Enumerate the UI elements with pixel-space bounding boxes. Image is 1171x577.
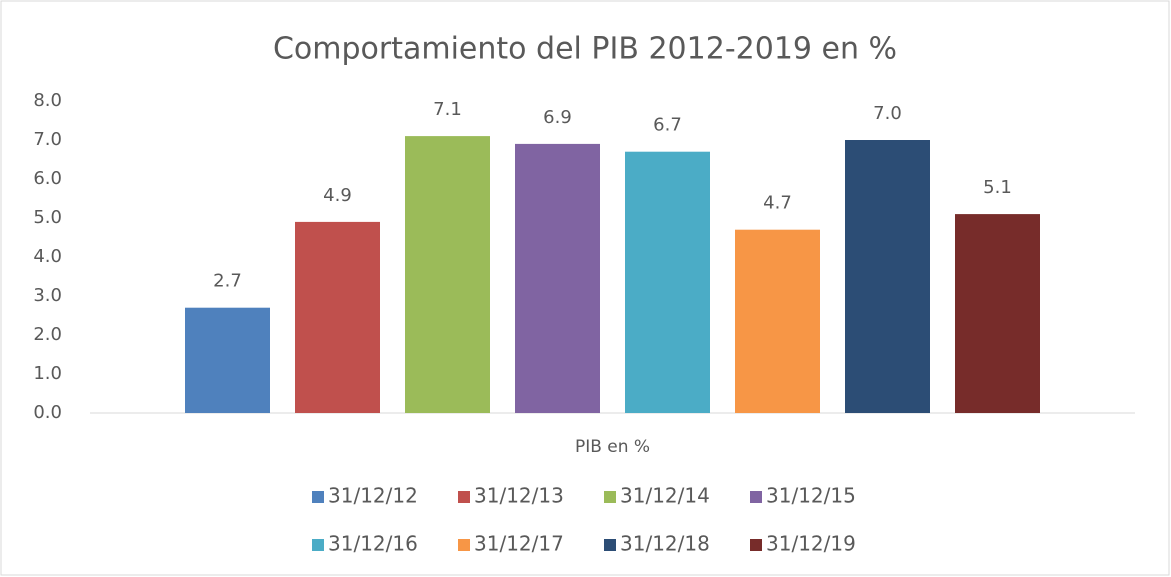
data-label: 4.9 <box>323 185 352 206</box>
bar <box>955 214 1040 413</box>
y-tick-label: 7.0 <box>33 129 62 150</box>
x-tick-label: PIB en % <box>575 437 650 457</box>
data-label: 7.1 <box>433 99 462 120</box>
bar <box>405 136 490 413</box>
y-tick-label: 8.0 <box>33 90 62 111</box>
legend-swatch <box>312 491 324 503</box>
legend-label: 31/12/14 <box>620 484 710 508</box>
data-label: 2.7 <box>213 271 242 292</box>
data-label: 6.9 <box>543 107 572 128</box>
legend-label: 31/12/16 <box>328 532 418 556</box>
bar <box>845 140 930 413</box>
bar <box>185 307 270 413</box>
data-label: 6.7 <box>653 115 682 136</box>
data-label: 4.7 <box>763 193 792 214</box>
legend-label: 31/12/17 <box>474 532 564 556</box>
legend-swatch <box>312 539 324 551</box>
bar <box>735 229 820 413</box>
bar <box>295 221 380 413</box>
bar <box>515 143 600 413</box>
y-tick-label: 4.0 <box>33 246 62 267</box>
chart-title: Comportamiento del PIB 2012-2019 en % <box>273 32 897 67</box>
y-tick-label: 5.0 <box>33 207 62 228</box>
legend-label: 31/12/19 <box>766 532 856 556</box>
y-tick-label: 2.0 <box>33 324 62 345</box>
y-tick-label: 1.0 <box>33 363 62 384</box>
legend-label: 31/12/18 <box>620 532 710 556</box>
legend-label: 31/12/15 <box>766 484 856 508</box>
legend-label: 31/12/12 <box>328 484 418 508</box>
legend-swatch <box>604 491 616 503</box>
bar <box>625 151 710 413</box>
y-tick-label: 0.0 <box>33 402 62 423</box>
legend-label: 31/12/13 <box>474 484 564 508</box>
legend-swatch <box>458 539 470 551</box>
legend-swatch <box>750 539 762 551</box>
y-tick-label: 3.0 <box>33 285 62 306</box>
data-label: 7.0 <box>873 103 902 124</box>
data-label: 5.1 <box>983 177 1012 198</box>
legend-swatch <box>750 491 762 503</box>
legend-swatch <box>458 491 470 503</box>
y-tick-label: 6.0 <box>33 168 62 189</box>
legend-swatch <box>604 539 616 551</box>
